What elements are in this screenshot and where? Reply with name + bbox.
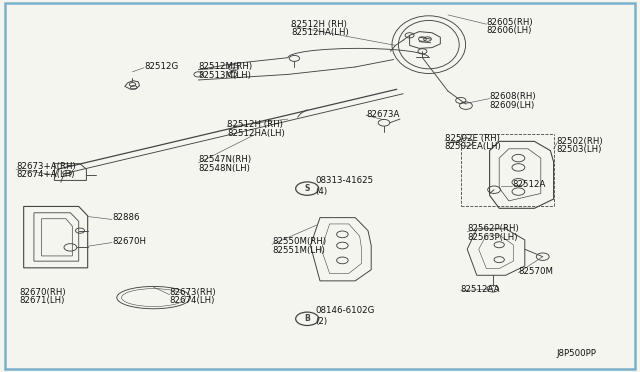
Text: 82551M(LH): 82551M(LH) xyxy=(272,246,325,255)
Text: 82673(RH): 82673(RH) xyxy=(170,288,216,296)
Text: J8P500PP: J8P500PP xyxy=(557,349,596,358)
Text: 82886: 82886 xyxy=(112,213,140,222)
Text: 82512HA(LH): 82512HA(LH) xyxy=(291,28,349,37)
Text: 82547N(RH): 82547N(RH) xyxy=(198,155,252,164)
Text: 82503(LH): 82503(LH) xyxy=(557,145,602,154)
Text: 82550M(RH): 82550M(RH) xyxy=(272,237,326,246)
Text: 82512H (RH): 82512H (RH) xyxy=(291,20,347,29)
Text: 82674(LH): 82674(LH) xyxy=(170,296,215,305)
Text: B: B xyxy=(305,314,310,323)
Text: 82673+A(RH): 82673+A(RH) xyxy=(16,162,76,171)
Text: 82674+A(LH): 82674+A(LH) xyxy=(16,170,74,179)
Text: 08146-6102G
(2): 08146-6102G (2) xyxy=(316,306,375,326)
Text: 82512AA: 82512AA xyxy=(461,285,500,294)
Text: 82670H: 82670H xyxy=(112,237,146,246)
Text: 82562P(RH): 82562P(RH) xyxy=(467,224,519,233)
Text: 82570M: 82570M xyxy=(518,267,554,276)
Text: S: S xyxy=(305,184,310,193)
Text: 82548N(LH): 82548N(LH) xyxy=(198,164,250,173)
Text: 82512H (RH): 82512H (RH) xyxy=(227,120,283,129)
Text: 08313-41625
(4): 08313-41625 (4) xyxy=(316,176,374,196)
Text: 82673A: 82673A xyxy=(366,110,399,119)
Text: 82512G: 82512G xyxy=(144,62,179,71)
Text: 82563P(LH): 82563P(LH) xyxy=(467,233,518,242)
Text: 82502E (RH): 82502E (RH) xyxy=(445,134,500,143)
Text: 82512HA(LH): 82512HA(LH) xyxy=(227,129,285,138)
Text: 82670(RH): 82670(RH) xyxy=(19,288,66,296)
Text: 82512A: 82512A xyxy=(512,180,545,189)
Text: 82608(RH): 82608(RH) xyxy=(490,92,536,101)
Text: 82671(LH): 82671(LH) xyxy=(19,296,65,305)
Text: 82502EA(LH): 82502EA(LH) xyxy=(445,142,502,151)
Text: 82609(LH): 82609(LH) xyxy=(490,101,535,110)
Text: 82502(RH): 82502(RH) xyxy=(557,137,604,146)
Text: 82606(LH): 82606(LH) xyxy=(486,26,532,35)
Text: 82605(RH): 82605(RH) xyxy=(486,18,533,27)
Text: 82512M(RH): 82512M(RH) xyxy=(198,62,253,71)
Text: 82513M(LH): 82513M(LH) xyxy=(198,71,252,80)
